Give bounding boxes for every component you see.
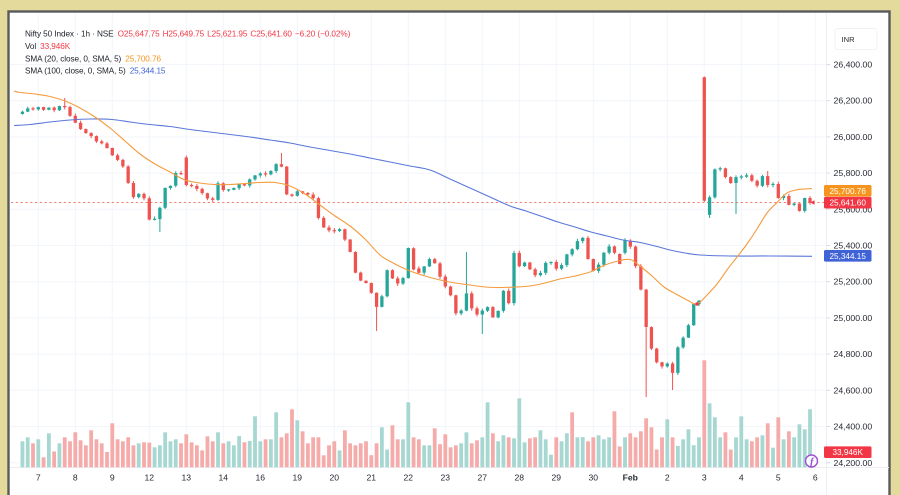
svg-text:33,946K: 33,946K <box>832 448 863 457</box>
svg-text:21: 21 <box>367 473 377 483</box>
svg-text:25,600.00: 25,600.00 <box>834 204 873 214</box>
svg-text:25,800.00: 25,800.00 <box>834 168 873 178</box>
svg-text:27: 27 <box>478 473 488 483</box>
svg-text:28: 28 <box>515 473 525 483</box>
svg-text:19: 19 <box>293 473 303 483</box>
svg-text:30: 30 <box>589 473 599 483</box>
svg-text:14: 14 <box>219 473 229 483</box>
svg-text:f: f <box>810 457 815 468</box>
svg-text:13: 13 <box>182 473 192 483</box>
svg-text:Feb: Feb <box>623 473 638 483</box>
svg-text:26,400.00: 26,400.00 <box>834 60 873 70</box>
svg-text:25,400.00: 25,400.00 <box>834 241 873 251</box>
svg-text:25,700.76: 25,700.76 <box>829 187 866 196</box>
svg-text:26,000.00: 26,000.00 <box>834 132 873 142</box>
svg-text:3: 3 <box>702 473 707 483</box>
svg-text:6: 6 <box>813 473 818 483</box>
svg-text:23: 23 <box>441 473 451 483</box>
svg-text:INR: INR <box>842 35 856 44</box>
svg-text:9: 9 <box>110 473 115 483</box>
svg-text:24,600.00: 24,600.00 <box>834 385 873 395</box>
svg-text:8: 8 <box>73 473 78 483</box>
svg-text:25,641.60: 25,641.60 <box>829 199 866 208</box>
svg-text:SMA (20, close, 0, SMA, 5)25,7: SMA (20, close, 0, SMA, 5) 25,700.76 <box>25 55 161 64</box>
svg-text:20: 20 <box>330 473 340 483</box>
svg-text:29: 29 <box>552 473 562 483</box>
svg-text:SMA (100, close, 0, SMA, 5)25,: SMA (100, close, 0, SMA, 5) 25,344.15 <box>25 67 166 76</box>
svg-text:12: 12 <box>145 473 155 483</box>
svg-text:25,000.00: 25,000.00 <box>834 313 873 323</box>
svg-text:22: 22 <box>404 473 414 483</box>
svg-text:24,400.00: 24,400.00 <box>834 422 873 432</box>
svg-text:25,344.15: 25,344.15 <box>829 252 866 261</box>
svg-text:24,800.00: 24,800.00 <box>834 349 873 359</box>
svg-text:26,200.00: 26,200.00 <box>834 96 873 106</box>
svg-text:4: 4 <box>739 473 744 483</box>
svg-text:2: 2 <box>665 473 670 483</box>
svg-text:24,200.00: 24,200.00 <box>834 458 873 468</box>
svg-text:25,200.00: 25,200.00 <box>834 277 873 287</box>
svg-text:5: 5 <box>776 473 781 483</box>
svg-text:7: 7 <box>36 473 41 483</box>
svg-text:16: 16 <box>256 473 266 483</box>
